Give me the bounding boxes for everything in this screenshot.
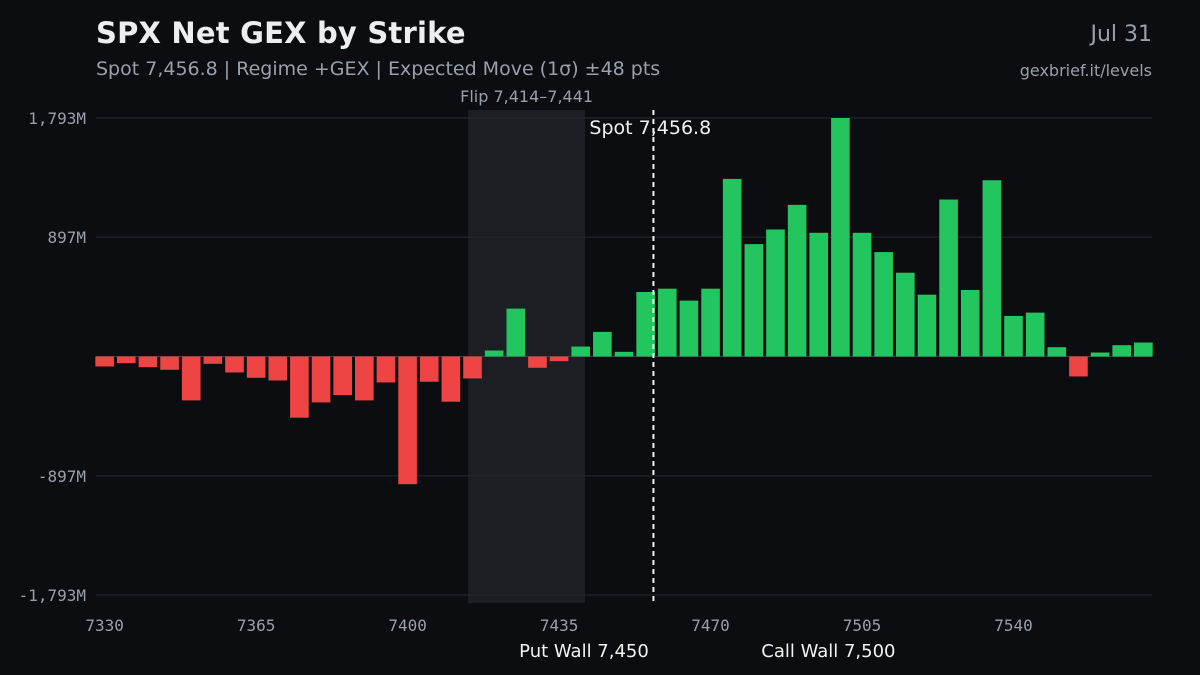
- gex-bar-7515: [896, 272, 915, 357]
- y-tick-label: 897M: [47, 228, 86, 247]
- source-label: gexbrief.it/levels: [1019, 61, 1152, 80]
- annotation-layer: Flip 7,414–7,441 Spot 7,456.8 Put Wall 7,4…: [460, 87, 895, 662]
- gex-bar-7440: [571, 346, 591, 357]
- gex-bar-7435: [549, 356, 569, 362]
- gex-bar-7410: [441, 356, 461, 402]
- gex-bar-7370: [268, 356, 288, 381]
- gex-bar-7485: [766, 229, 785, 357]
- x-tick-label: 7505: [843, 616, 882, 635]
- x-tick-label: 7540: [994, 616, 1033, 635]
- gex-bar-7455: [636, 291, 655, 357]
- gex-bar-7350: [181, 356, 201, 401]
- gex-bar-7535: [982, 180, 1002, 357]
- gex-bar-7360: [225, 356, 244, 373]
- gex-bar-7375: [290, 356, 309, 418]
- gex-bar-7505: [852, 232, 872, 357]
- gex-bar-7430: [528, 356, 547, 368]
- x-tick-label: 7470: [691, 616, 730, 635]
- gex-bar-7470: [701, 288, 720, 357]
- gex-bar-7520: [917, 294, 937, 357]
- x-tick-label: 7435: [540, 616, 579, 635]
- axis-layer: 1,793M 897M -897M -1,793M 7330 7365 7400 7435 74…: [19, 109, 1033, 635]
- gex-bar-7445: [593, 331, 612, 357]
- y-tick-label: -897M: [38, 467, 86, 486]
- gex-bar-7480: [744, 244, 764, 357]
- gex-bar-7400: [398, 356, 417, 485]
- gex-bar-7555: [1069, 356, 1088, 377]
- gex-bar-7560: [1090, 352, 1110, 357]
- gex-bar-7465: [679, 300, 699, 357]
- gex-bar-7340: [138, 356, 158, 368]
- gex-bar-7525: [939, 199, 958, 357]
- gex-bar-7545: [1025, 312, 1045, 357]
- spot-label: Spot 7,456.8: [589, 117, 711, 139]
- gex-bar-7570: [1134, 342, 1153, 357]
- y-tick-label: -1,793M: [19, 586, 86, 605]
- gex-bar-7345: [160, 356, 179, 370]
- gex-bar-7425: [506, 308, 526, 357]
- chart-title: SPX Net GEX by Strike: [96, 16, 466, 50]
- gex-bar-7385: [333, 356, 352, 396]
- gex-bar-7380: [311, 356, 331, 403]
- gex-bar-7420: [484, 350, 504, 357]
- gex-bar-7530: [960, 289, 980, 357]
- bars-layer: [95, 118, 1153, 485]
- gex-bar-7330: [95, 356, 114, 367]
- chart-subtitle: Spot 7,456.8 | Regime +GEX | Expected Mo…: [96, 58, 661, 80]
- date-label: Jul 31: [1090, 22, 1152, 47]
- x-tick-label: 7365: [237, 616, 276, 635]
- gex-bar-7540: [1004, 315, 1023, 357]
- gex-bar-7415: [463, 356, 482, 379]
- gex-bar-7500: [831, 118, 850, 357]
- gex-bar-7495: [809, 232, 829, 357]
- x-tick-label: 7400: [388, 616, 427, 635]
- gex-bar-7355: [203, 356, 223, 364]
- gex-bar-7460: [657, 288, 677, 357]
- gex-bar-7335: [116, 356, 136, 364]
- y-tick-label: 1,793M: [28, 109, 86, 128]
- gex-bar-7390: [355, 356, 374, 401]
- gex-bar-7510: [874, 252, 893, 357]
- gex-bar-7365: [246, 356, 266, 378]
- gex-bar-7450: [614, 351, 634, 357]
- flip-zone-label: Flip 7,414–7,441: [460, 87, 593, 106]
- gex-bar-7475: [722, 178, 742, 357]
- gex-bar-7490: [787, 204, 807, 357]
- gex-bar-7550: [1047, 347, 1067, 357]
- gex-bar-7405: [419, 356, 439, 382]
- gex-bar-7565: [1112, 345, 1132, 357]
- put-wall-label: Put Wall 7,450: [519, 641, 649, 662]
- x-tick-label: 7330: [85, 616, 124, 635]
- call-wall-label: Call Wall 7,500: [761, 641, 895, 662]
- gex-bar-7395: [376, 356, 396, 383]
